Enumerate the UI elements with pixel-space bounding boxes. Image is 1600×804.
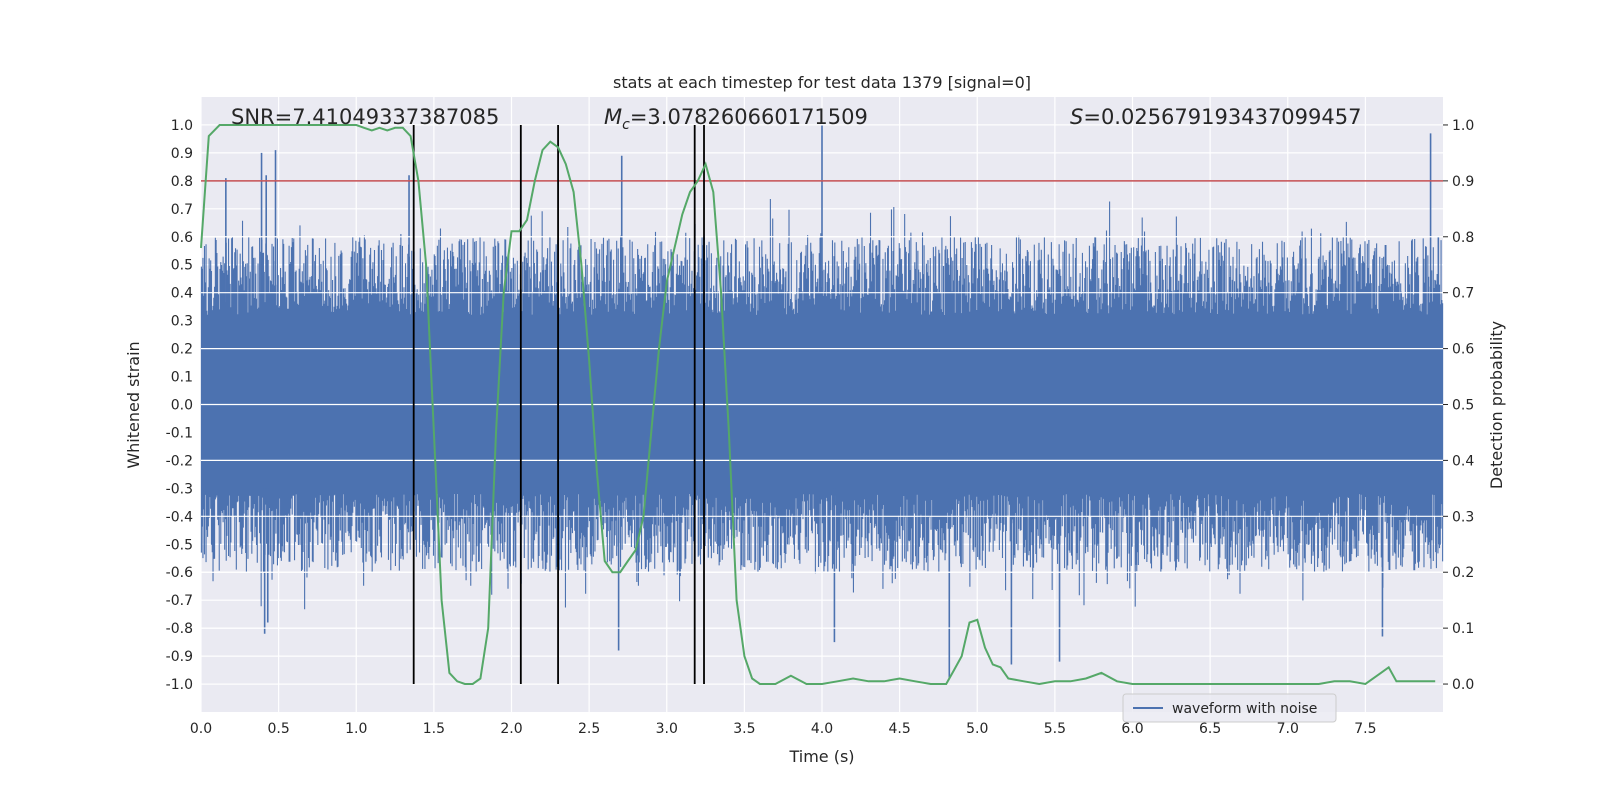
y-left-tick-label: -0.2 — [166, 453, 193, 469]
y-left-tick-label: 0.8 — [171, 174, 193, 190]
y-left-tick-label: -1.0 — [166, 677, 193, 693]
y-left-tick-label: -0.1 — [166, 425, 193, 441]
y-left-tick-label: 0.1 — [171, 370, 193, 386]
y-right-tick-label: 1.0 — [1452, 118, 1474, 134]
x-tick-label: 4.0 — [811, 721, 833, 737]
y-left-tick-label: 0.4 — [171, 286, 193, 302]
x-tick-label: 6.5 — [1199, 721, 1221, 737]
x-tick-label: 2.5 — [578, 721, 600, 737]
y-right-tick-label: 0.9 — [1452, 174, 1474, 190]
y-left-tick-label: -0.9 — [166, 649, 193, 665]
x-tick-label: 3.0 — [656, 721, 678, 737]
y-right-tick-label: 0.6 — [1452, 342, 1474, 358]
y-right-axis-ticks: 1.0 0.9 0.8 0.7 0.6 0.5 0.4 0.3 0.2 0.1 0.0 — [1443, 118, 1474, 693]
y-right-tick-label: 0.1 — [1452, 621, 1474, 637]
y-left-tick-label: 0.5 — [171, 258, 193, 274]
x-tick-label: 1.0 — [345, 721, 367, 737]
y-right-axis-label: Detection probability — [1487, 321, 1506, 489]
y-left-tick-label: 0.7 — [171, 202, 193, 218]
chirp-mass-subscript: c — [622, 117, 630, 133]
s-value: =0.025679193437099457 — [1083, 105, 1361, 129]
s-symbol: S — [1070, 105, 1083, 129]
x-tick-label: 5.5 — [1044, 721, 1066, 737]
y-right-tick-label: 0.0 — [1452, 677, 1474, 693]
y-left-axis-ticks: 1.0 0.9 0.8 0.7 0.6 0.5 0.4 0.3 0.2 0.1 0.0 -0.1 -0.… — [166, 118, 193, 693]
x-tick-label: 6.0 — [1121, 721, 1143, 737]
y-left-axis-label: Whitened strain — [124, 341, 143, 468]
x-tick-label: 1.5 — [423, 721, 445, 737]
x-tick-label: 5.0 — [966, 721, 988, 737]
x-tick-label: 2.0 — [500, 721, 522, 737]
y-right-tick-label: 0.7 — [1452, 286, 1474, 302]
x-tick-label: 7.0 — [1277, 721, 1299, 737]
y-left-tick-label: 0.0 — [171, 398, 193, 414]
y-left-tick-label: -0.3 — [166, 481, 193, 497]
y-left-tick-label: -0.7 — [166, 593, 193, 609]
y-right-tick-label: 0.8 — [1452, 230, 1474, 246]
x-tick-label: 4.5 — [888, 721, 910, 737]
legend-label: waveform with noise — [1172, 701, 1317, 717]
x-axis-label: Time (s) — [788, 747, 854, 766]
y-right-tick-label: 0.3 — [1452, 509, 1474, 525]
chirp-mass-value: =3.078260660171509 — [630, 105, 868, 129]
y-right-tick-label: 0.2 — [1452, 565, 1474, 581]
chirp-mass-symbol: M — [604, 105, 622, 129]
s-annotation: S=0.025679193437099457 — [1070, 105, 1361, 129]
y-right-tick-label: 0.4 — [1452, 453, 1474, 469]
probability-line — [200, 124, 1436, 686]
y-left-tick-label: 0.3 — [171, 314, 193, 330]
y-right-tick-label: 0.5 — [1452, 398, 1474, 414]
y-left-tick-label: -0.6 — [166, 565, 193, 581]
probability-series — [200, 124, 1436, 686]
chart-title: stats at each timestep for test data 137… — [613, 73, 1031, 92]
legend-box — [1122, 693, 1337, 723]
x-tick-label: 0.5 — [267, 721, 289, 737]
y-left-tick-label: -0.8 — [166, 621, 193, 637]
x-axis-ticks: 0.0 0.5 1.0 1.5 2.0 2.5 3.0 3.5 4.0 4.5 5.0 5.5 6.0 6… — [190, 721, 1377, 737]
vertical-markers — [412, 124, 705, 685]
y-left-tick-label: 1.0 — [171, 118, 193, 134]
y-left-tick-label: -0.4 — [166, 509, 193, 525]
x-tick-label: 3.5 — [733, 721, 755, 737]
x-tick-label: 0.0 — [190, 721, 212, 737]
legend: waveform with noise — [1122, 693, 1337, 723]
y-left-tick-label: 0.9 — [171, 146, 193, 162]
y-left-tick-label: 0.6 — [171, 230, 193, 246]
snr-annotation: SNR=7.41049337387085 — [231, 105, 499, 129]
x-tick-label: 7.5 — [1354, 721, 1376, 737]
chirp-mass-annotation: Mc=3.078260660171509 — [604, 105, 868, 133]
y-left-tick-label: -0.5 — [166, 537, 193, 553]
y-left-tick-label: 0.2 — [171, 342, 193, 358]
